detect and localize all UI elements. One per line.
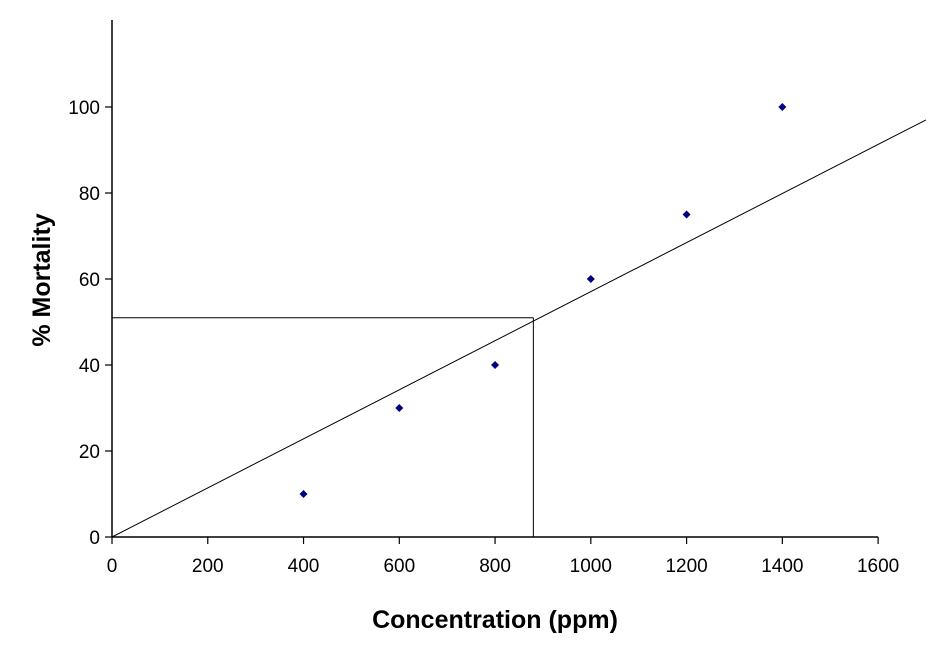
data-point <box>586 275 595 283</box>
y-tick-label: 20 <box>79 442 100 463</box>
y-tick-label: 0 <box>89 528 100 549</box>
x-tick-label: 200 <box>192 556 224 577</box>
y-axis-title: % Mortality <box>28 213 56 346</box>
data-point <box>395 404 404 412</box>
y-axis-ticks: 0 20 40 60 80 100 <box>68 98 112 549</box>
chart-lines <box>111 119 927 538</box>
x-axis-title: Concentration (ppm) <box>372 606 618 634</box>
y-tick-label: 100 <box>68 98 100 119</box>
data-point <box>299 490 308 498</box>
x-tick-label: 400 <box>288 556 320 577</box>
data-points <box>299 103 787 498</box>
x-tick-label: 1000 <box>570 556 612 577</box>
x-tick-label: 1400 <box>761 556 803 577</box>
trendline <box>111 119 927 538</box>
axes <box>111 20 879 538</box>
y-tick-label: 80 <box>79 184 100 205</box>
data-point <box>682 210 691 219</box>
x-tick-label: 1200 <box>665 556 707 577</box>
x-tick-label: 800 <box>479 556 511 577</box>
x-tick-label: 0 <box>107 556 118 577</box>
x-axis-ticks: 0 200 400 600 800 1000 1200 1400 1600 <box>107 537 899 577</box>
data-point <box>778 103 787 111</box>
data-point <box>491 361 500 369</box>
y-tick-label: 40 <box>79 356 100 377</box>
y-tick-label: 60 <box>79 270 100 291</box>
x-tick-label: 600 <box>383 556 415 577</box>
x-tick-label: 1600 <box>857 556 899 577</box>
